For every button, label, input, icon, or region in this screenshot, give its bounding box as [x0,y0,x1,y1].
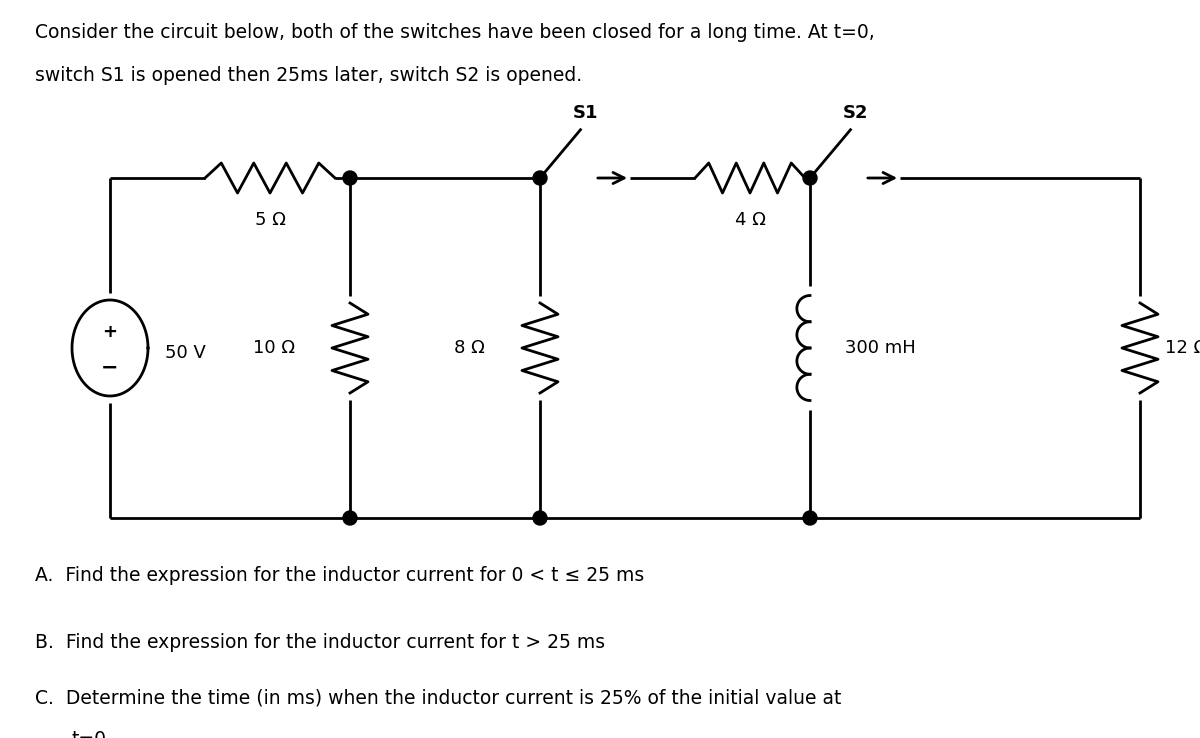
Text: 300 mH: 300 mH [845,339,916,357]
Text: 4 Ω: 4 Ω [734,211,766,229]
Circle shape [533,171,547,185]
Text: 5 Ω: 5 Ω [254,211,286,229]
Circle shape [343,171,358,185]
Text: C.  Determine the time (in ms) when the inductor current is 25% of the initial v: C. Determine the time (in ms) when the i… [35,688,841,707]
Text: S2: S2 [842,104,868,122]
Text: 50 V: 50 V [166,344,206,362]
Text: Consider the circuit below, both of the switches have been closed for a long tim: Consider the circuit below, both of the … [35,23,875,42]
Text: switch S1 is opened then 25ms later, switch S2 is opened.: switch S1 is opened then 25ms later, swi… [35,66,582,85]
Text: −: − [101,358,119,378]
Text: B.  Find the expression for the inductor current for t > 25 ms: B. Find the expression for the inductor … [35,633,605,652]
Circle shape [803,171,817,185]
Text: A.  Find the expression for the inductor current for 0 < t ≤ 25 ms: A. Find the expression for the inductor … [35,566,644,585]
Text: 10 Ω: 10 Ω [253,339,295,357]
Circle shape [343,511,358,525]
Text: 8 Ω: 8 Ω [455,339,485,357]
Circle shape [533,511,547,525]
Text: S1: S1 [572,104,598,122]
Text: +: + [102,323,118,341]
Circle shape [803,511,817,525]
Text: t=0: t=0 [72,730,107,738]
Text: 12 Ω: 12 Ω [1165,339,1200,357]
